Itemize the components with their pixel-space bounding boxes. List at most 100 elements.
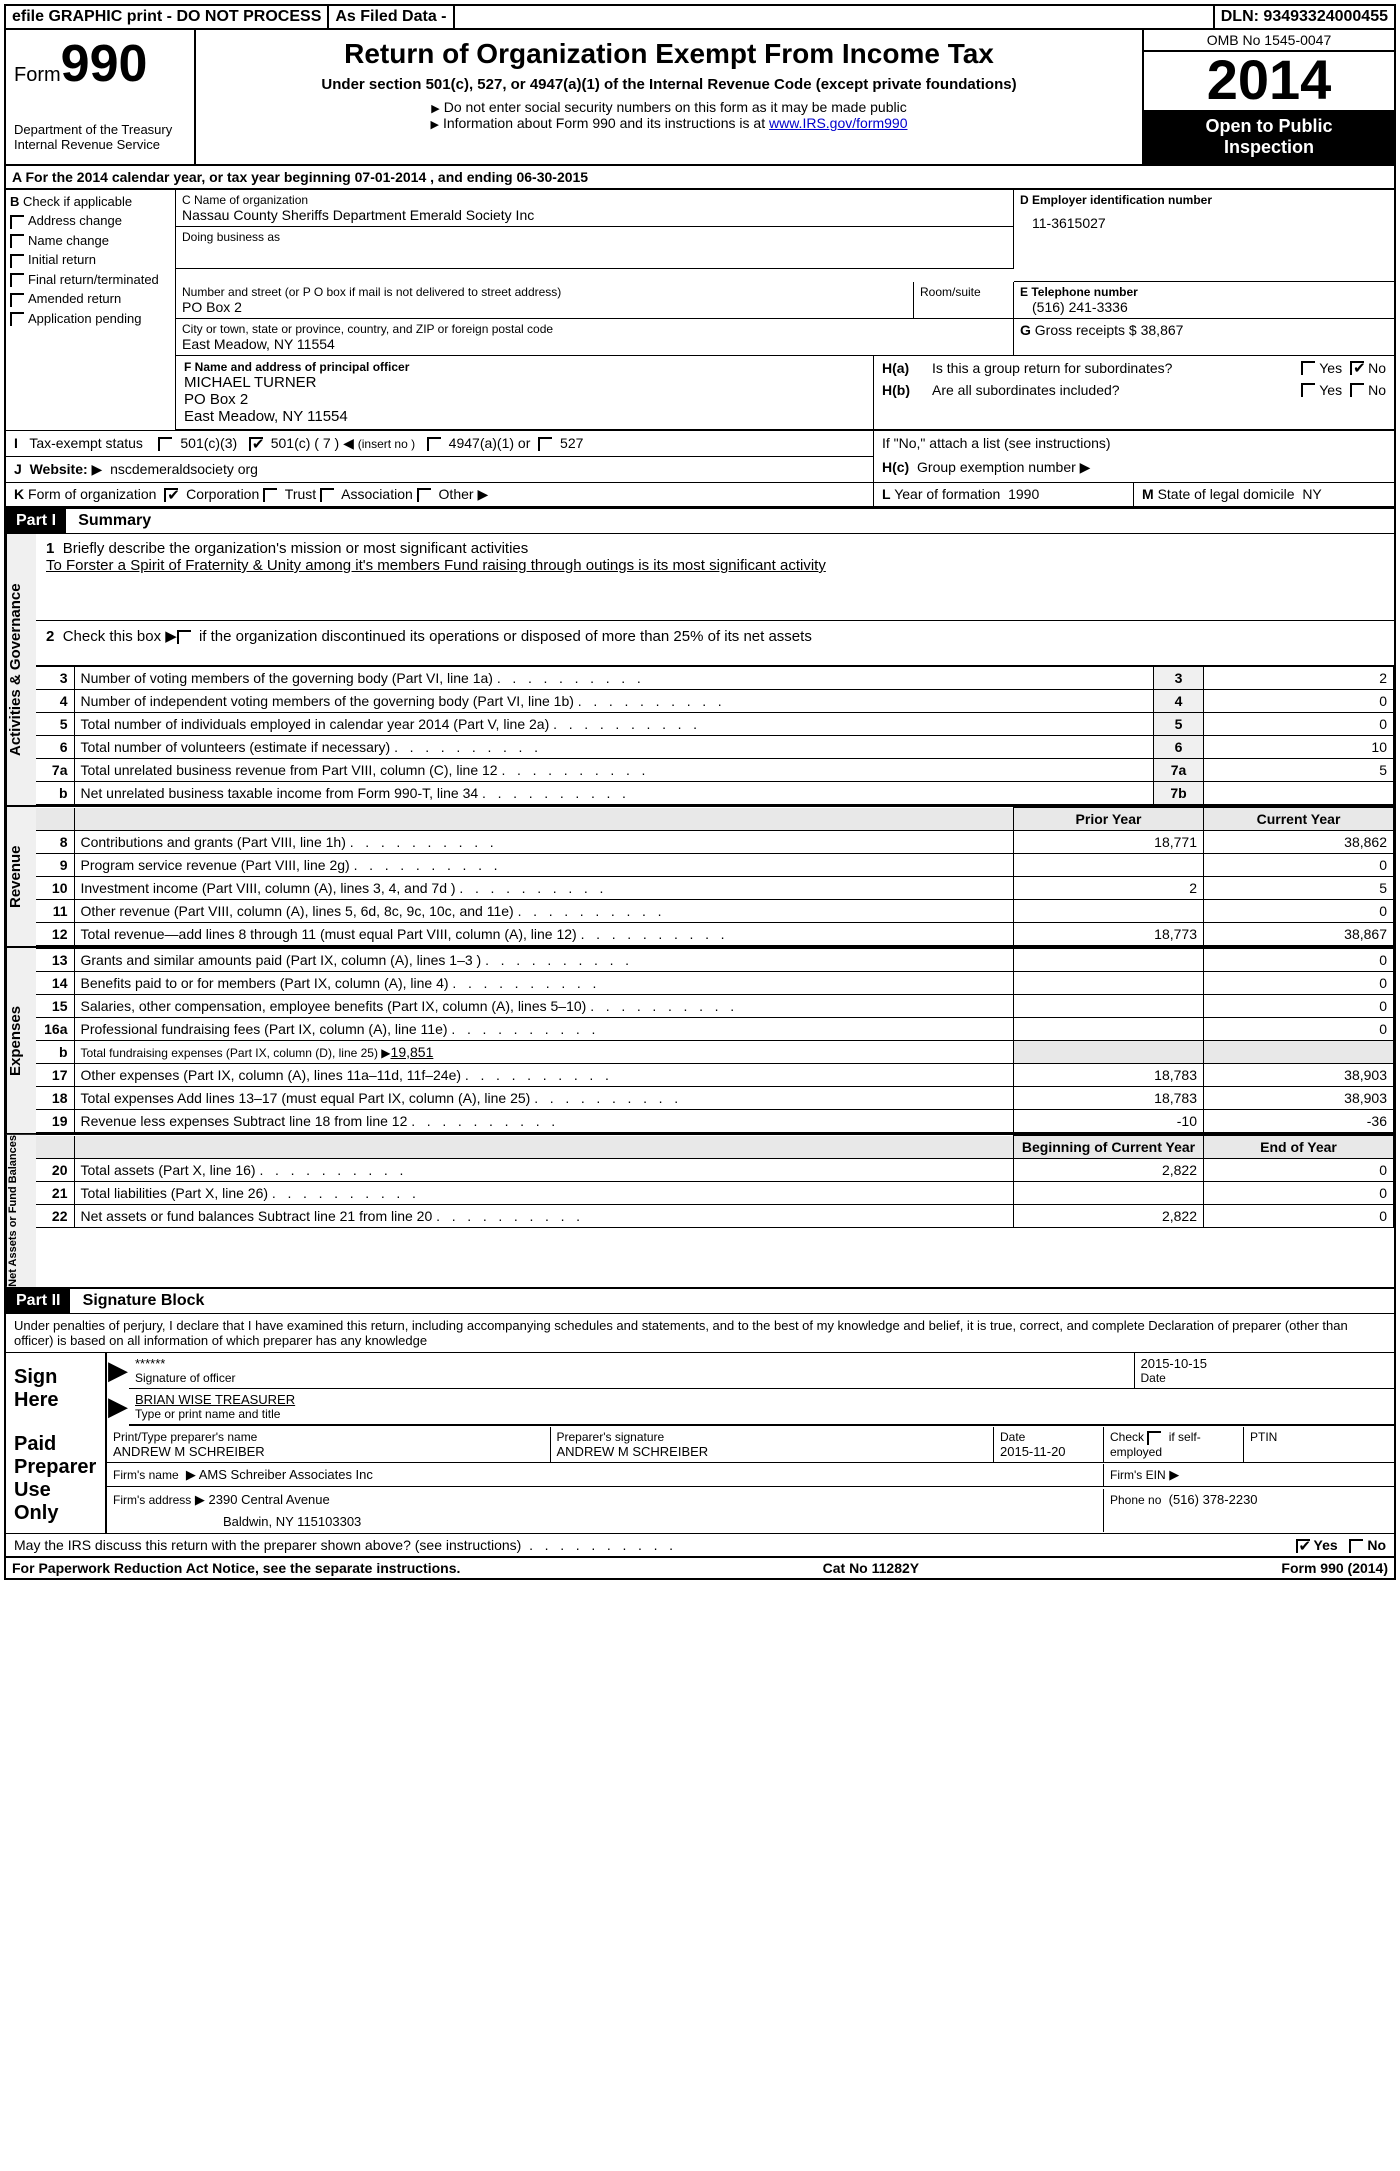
firm-phone: (516) 378-2230 xyxy=(1169,1492,1258,1507)
chk-discontinued[interactable] xyxy=(177,630,191,644)
col-b-checkboxes: B Check if applicable Address change Nam… xyxy=(6,190,176,430)
signature-date: 2015-10-15 xyxy=(1141,1356,1389,1371)
dba-cell: Doing business as xyxy=(176,227,1014,269)
preparer-name: ANDREW M SCHREIBER xyxy=(113,1444,544,1459)
side-activities-governance: Activities & Governance xyxy=(6,534,36,805)
chk-trust[interactable] xyxy=(263,488,277,502)
gross-receipts-cell: G Gross receipts $ 38,867 xyxy=(1014,319,1394,356)
part-ii-header: Part II Signature Block xyxy=(6,1287,1394,1314)
chk-amended-return[interactable] xyxy=(10,293,24,307)
chk-ha-yes[interactable] xyxy=(1301,361,1315,375)
chk-4947[interactable] xyxy=(427,437,441,451)
irs-discuss-row: May the IRS discuss this return with the… xyxy=(6,1533,1394,1556)
chk-hb-no[interactable] xyxy=(1350,383,1364,397)
year-formation: L Year of formation 1990 xyxy=(874,483,1134,506)
form-990-page: efile GRAPHIC print - DO NOT PROCESS As … xyxy=(4,4,1396,1580)
footer-row: For Paperwork Reduction Act Notice, see … xyxy=(6,1556,1394,1578)
arrow-icon: ▶ xyxy=(108,1355,128,1385)
part-i-body: Activities & Governance 1 Briefly descri… xyxy=(6,534,1394,805)
firm-addr2: Baldwin, NY 115103303 xyxy=(223,1514,1097,1529)
tax-year-begin: 07-01-2014 xyxy=(355,169,427,185)
part-ii-title: Signature Block xyxy=(75,1289,213,1312)
form-subtitle: Under section 501(c), 527, or 4947(a)(1)… xyxy=(206,76,1132,93)
open-public-badge: Open to Public Inspection xyxy=(1144,110,1394,164)
header-left: Form990 Department of the Treasury Inter… xyxy=(6,30,196,164)
dept-line-1: Department of the Treasury xyxy=(14,122,186,137)
chk-final-return[interactable] xyxy=(10,273,24,287)
chk-irs-yes[interactable] xyxy=(1296,1539,1310,1553)
footer-mid: Cat No 11282Y xyxy=(460,1560,1281,1576)
chk-corporation[interactable] xyxy=(164,488,178,502)
lines-8-12: Prior Year Current Year 8Contributions a… xyxy=(36,807,1394,946)
officer-cell: F Name and address of principal officer … xyxy=(176,356,874,429)
revenue-block: Revenue Prior Year Current Year 8Contrib… xyxy=(6,805,1394,946)
officer-printed-name: BRIAN WISE TREASURER xyxy=(135,1392,1388,1407)
expenses-block: Expenses 13Grants and similar amounts pa… xyxy=(6,946,1394,1133)
form-of-org: K Form of organization Corporation Trust… xyxy=(6,483,874,506)
part-i-title: Summary xyxy=(70,509,159,532)
paid-preparer-label: Paid Preparer Use Only xyxy=(6,1425,106,1533)
chk-association[interactable] xyxy=(320,488,334,502)
chk-527[interactable] xyxy=(538,437,552,451)
side-net-assets: Net Assets or Fund Balances xyxy=(6,1135,36,1287)
form-title: Return of Organization Exempt From Incom… xyxy=(206,38,1132,70)
chk-irs-no[interactable] xyxy=(1349,1539,1363,1553)
state-domicile: M State of legal domicile NY xyxy=(1134,483,1394,506)
section-a-row: A For the 2014 calendar year, or tax yea… xyxy=(6,166,1394,190)
form-number-block: Form990 xyxy=(14,34,186,94)
chk-other[interactable] xyxy=(417,488,431,502)
form-number: 990 xyxy=(61,35,148,93)
chk-application-pending[interactable] xyxy=(10,312,24,326)
chk-hb-yes[interactable] xyxy=(1301,383,1315,397)
phone-cell: E Telephone number (516) 241-3336 xyxy=(1014,282,1394,319)
officer-name: MICHAEL TURNER xyxy=(184,374,865,391)
firm-name: AMS Schreiber Associates Inc xyxy=(199,1467,373,1482)
lines-3-7: 3Number of voting members of the governi… xyxy=(36,666,1394,805)
arrow-icon: ▶ xyxy=(108,1391,128,1421)
line-1: 1 Briefly describe the organization's mi… xyxy=(36,534,1394,621)
side-revenue: Revenue xyxy=(6,807,36,946)
dept-line-2: Internal Revenue Service xyxy=(14,137,186,152)
ein-cell: D Employer identification number 11-3615… xyxy=(1014,190,1394,282)
section-bcdefgh: B Check if applicable Address change Nam… xyxy=(6,190,1394,431)
footer-right: Form 990 (2014) xyxy=(1281,1560,1388,1576)
arrow-icon xyxy=(430,115,442,131)
phone-value: (516) 241-3336 xyxy=(1020,299,1388,315)
tax-year-end: 06-30-2015 xyxy=(516,169,588,185)
chk-ha-no[interactable] xyxy=(1350,361,1364,375)
footer-left: For Paperwork Reduction Act Notice, see … xyxy=(12,1560,460,1576)
org-name-cell: C Name of organization Nassau County She… xyxy=(176,190,1014,227)
dln-value: 93493324000455 xyxy=(1263,8,1388,25)
chk-name-change[interactable] xyxy=(10,234,24,248)
street-cell: Number and street (or P O box if mail is… xyxy=(176,282,914,319)
officer-addr1: PO Box 2 xyxy=(184,391,865,408)
website-value: nscdemeraldsociety org xyxy=(110,461,258,477)
signature-block: Sign Here ▶ ****** Signature of officer … xyxy=(6,1353,1394,1533)
note-ssn: Do not enter social security numbers on … xyxy=(206,99,1132,115)
chk-501c3[interactable] xyxy=(158,437,172,451)
header-middle: Return of Organization Exempt From Incom… xyxy=(196,30,1144,164)
chk-501c[interactable] xyxy=(249,437,263,451)
street-value: PO Box 2 xyxy=(182,299,907,315)
dln-cell: DLN: 93493324000455 xyxy=(1215,6,1394,28)
website-row: J Website: ▶ nscdemeraldsociety org xyxy=(6,457,873,482)
city-cell: City or town, state or province, country… xyxy=(176,319,1014,356)
room-cell: Room/suite xyxy=(914,282,1014,319)
row-klm: K Form of organization Corporation Trust… xyxy=(6,483,1394,507)
chk-address-change[interactable] xyxy=(10,215,24,229)
mission-text: To Forster a Spirit of Fraternity & Unit… xyxy=(46,557,826,574)
topbar-spacer xyxy=(455,6,1215,28)
side-expenses: Expenses xyxy=(6,948,36,1133)
as-filed-label: As Filed Data - xyxy=(329,6,454,28)
firm-addr1: 2390 Central Avenue xyxy=(209,1492,330,1507)
efile-notice: efile GRAPHIC print - DO NOT PROCESS xyxy=(6,6,329,28)
form-label: Form xyxy=(14,64,61,86)
chk-initial-return[interactable] xyxy=(10,254,24,268)
top-bar: efile GRAPHIC print - DO NOT PROCESS As … xyxy=(6,6,1394,30)
tax-year: 2014 xyxy=(1144,52,1394,110)
irs-link[interactable]: www.IRS.gov/form990 xyxy=(769,115,908,131)
perjury-text: Under penalties of perjury, I declare th… xyxy=(6,1314,1394,1353)
header-right: OMB No 1545-0047 2014 Open to Public Ins… xyxy=(1144,30,1394,164)
officer-addr2: East Meadow, NY 11554 xyxy=(184,408,865,425)
chk-self-employed[interactable] xyxy=(1147,1431,1161,1445)
